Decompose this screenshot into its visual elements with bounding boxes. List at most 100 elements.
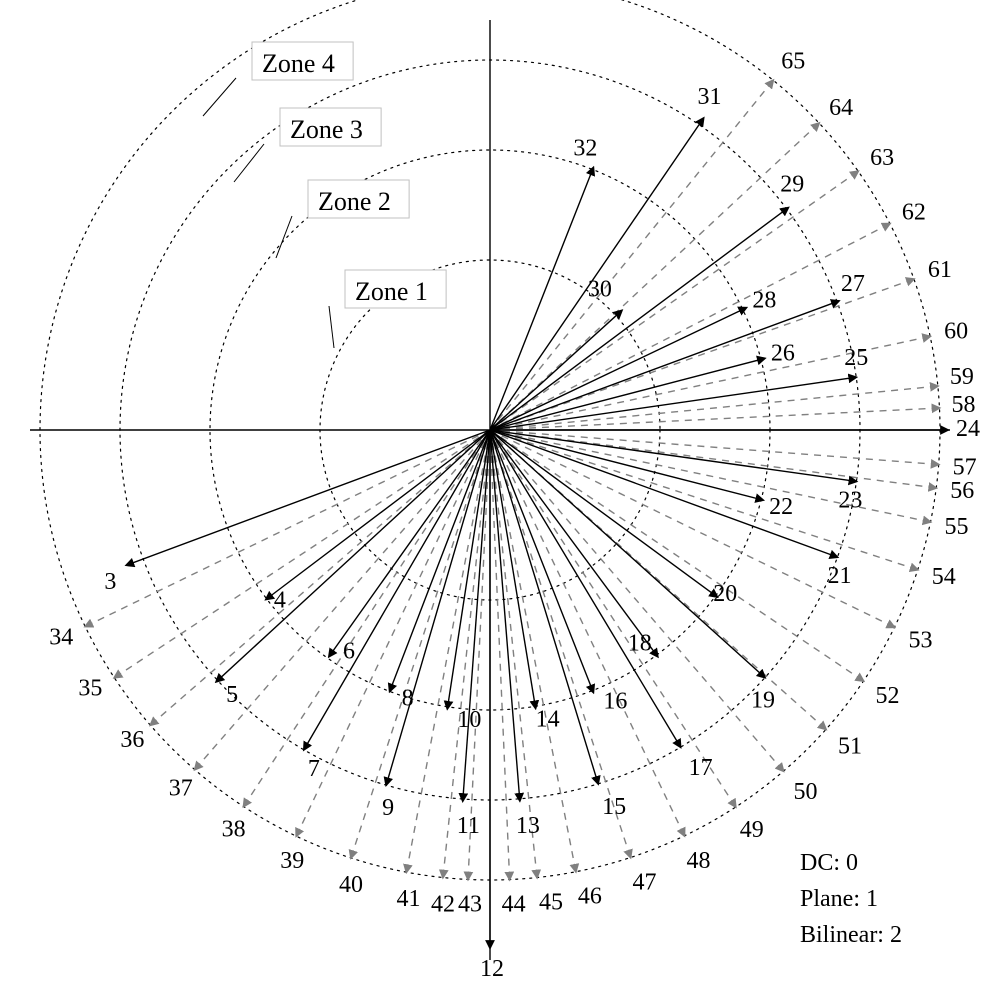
mode-arrow-17: [490, 430, 681, 747]
mode-arrow-11: [463, 430, 490, 801]
mode-arrow-4: [266, 430, 490, 600]
mode-arrow-44: [490, 430, 510, 880]
mode-label-20: 20: [713, 581, 737, 607]
mode-label-62: 62: [902, 200, 926, 226]
mode-arrow-62: [490, 224, 890, 430]
mode-label-56: 56: [950, 478, 974, 504]
mode-arrow-42: [443, 430, 490, 878]
mode-arrow-23: [490, 430, 856, 481]
mode-label-21: 21: [827, 563, 851, 589]
mode-label-61: 61: [928, 257, 952, 283]
mode-label-49: 49: [740, 817, 764, 843]
mode-label-38: 38: [222, 817, 246, 843]
mode-label-13: 13: [516, 813, 540, 839]
mode-arrow-18: [490, 430, 658, 657]
mode-label-64: 64: [829, 95, 853, 121]
mode-arrow-58: [490, 408, 939, 430]
mode-label-51: 51: [838, 733, 862, 759]
mode-arrow-53: [490, 430, 894, 627]
mode-label-30: 30: [588, 276, 612, 302]
mode-arrow-41: [406, 430, 490, 872]
mode-label-53: 53: [908, 627, 932, 653]
mode-label-28: 28: [752, 288, 776, 314]
mode-label-23: 23: [838, 487, 862, 513]
mode-label-57: 57: [953, 455, 977, 481]
mode-label-46: 46: [578, 884, 602, 910]
mode-label-42: 42: [431, 892, 455, 918]
mode-label-48: 48: [686, 848, 710, 874]
mode-label-29: 29: [780, 172, 804, 198]
legend-line-1: Plane: 1: [800, 886, 878, 912]
mode-label-27: 27: [841, 271, 865, 297]
mode-label-41: 41: [396, 886, 420, 912]
mode-arrow-16: [490, 430, 593, 692]
mode-label-14: 14: [536, 706, 560, 732]
mode-label-7: 7: [308, 756, 320, 782]
mode-arrow-13: [490, 430, 520, 801]
mode-label-60: 60: [944, 318, 968, 344]
mode-label-43: 43: [458, 891, 482, 917]
mode-arrow-30: [490, 310, 622, 430]
zone-leader: [329, 306, 334, 348]
mode-label-3: 3: [104, 569, 116, 595]
mode-label-55: 55: [944, 514, 968, 540]
zone-leader: [234, 144, 264, 182]
mode-label-26: 26: [771, 340, 795, 366]
mode-arrow-50: [490, 430, 783, 771]
mode-label-32: 32: [573, 136, 597, 162]
mode-label-34: 34: [49, 625, 73, 651]
mode-arrow-14: [490, 430, 536, 708]
mode-arrow-3: [126, 430, 490, 565]
zone-label-text: Zone 3: [290, 115, 363, 144]
mode-label-31: 31: [698, 84, 722, 110]
mode-arrow-55: [490, 430, 930, 522]
mode-label-11: 11: [457, 813, 480, 839]
zone-label-text: Zone 4: [262, 49, 335, 78]
mode-label-6: 6: [343, 639, 355, 665]
mode-label-58: 58: [951, 392, 975, 418]
mode-label-52: 52: [876, 683, 900, 709]
mode-arrow-38: [244, 430, 490, 807]
mode-label-15: 15: [602, 794, 626, 820]
mode-arrow-52: [490, 430, 864, 681]
mode-label-37: 37: [169, 776, 193, 802]
zone-label-text: Zone 1: [355, 277, 428, 306]
mode-label-16: 16: [603, 688, 627, 714]
mode-label-12: 12: [480, 956, 504, 982]
mode-label-25: 25: [844, 345, 868, 371]
mode-arrow-29: [490, 208, 788, 430]
zone-label-text: Zone 2: [318, 187, 391, 216]
legend-line-0: DC: 0: [800, 850, 858, 876]
mode-label-50: 50: [793, 779, 817, 805]
mode-label-47: 47: [633, 869, 657, 895]
mode-label-59: 59: [950, 364, 974, 390]
mode-label-36: 36: [120, 727, 144, 753]
zone-leader: [276, 216, 292, 258]
mode-arrow-20: [490, 430, 717, 597]
mode-arrow-34: [85, 430, 490, 627]
mode-label-9: 9: [382, 795, 394, 821]
mode-label-39: 39: [280, 848, 304, 874]
intra-mode-diagram: 3435363738394041424344454647484950515253…: [0, 0, 993, 1000]
mode-label-19: 19: [751, 688, 775, 714]
mode-label-17: 17: [689, 755, 713, 781]
mode-label-24: 24: [956, 416, 980, 442]
mode-arrow-35: [114, 430, 490, 678]
mode-label-45: 45: [539, 890, 563, 916]
mode-label-63: 63: [870, 145, 894, 171]
mode-label-5: 5: [226, 682, 238, 708]
mode-label-4: 4: [274, 588, 286, 614]
mode-label-44: 44: [502, 892, 526, 918]
mode-arrow-59: [490, 386, 938, 430]
mode-label-65: 65: [781, 48, 805, 74]
zone-leader: [203, 78, 236, 116]
mode-label-22: 22: [769, 494, 793, 520]
mode-label-35: 35: [78, 676, 102, 702]
legend-line-2: Bilinear: 2: [800, 922, 902, 948]
mode-arrow-6: [329, 430, 490, 657]
mode-arrow-36: [150, 430, 490, 725]
mode-label-40: 40: [339, 872, 363, 898]
mode-arrow-64: [490, 123, 819, 430]
mode-label-18: 18: [628, 631, 652, 657]
mode-label-54: 54: [932, 564, 956, 590]
